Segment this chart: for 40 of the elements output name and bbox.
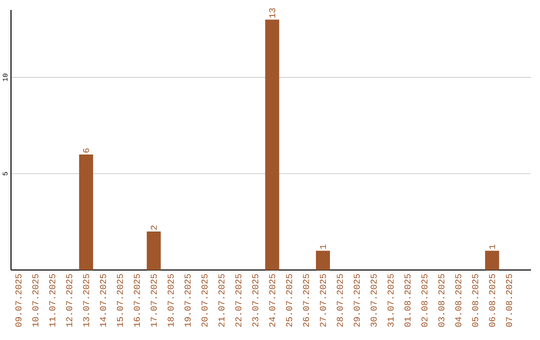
x-tick-label: 10.07.2025 [32, 274, 38, 327]
x-tick-label: 14.07.2025 [100, 274, 106, 327]
x-tick-label: 25.07.2025 [286, 274, 292, 327]
x-tick-label: 11.07.2025 [49, 274, 56, 327]
x-tick-label: 21.07.2025 [218, 274, 224, 327]
x-tick-label: 26.07.2025 [302, 274, 310, 327]
x-tick-label: 09.07.2025 [15, 274, 22, 327]
data-label: 6 [83, 148, 90, 153]
x-tick-label: 02.08.2025 [421, 274, 428, 327]
x-tick-label: 29.07.2025 [354, 274, 360, 327]
x-tick-label: 15.07.2025 [116, 274, 123, 327]
bar [79, 154, 94, 270]
x-tick-label: 01.08.2025 [404, 274, 411, 327]
bar [316, 250, 330, 270]
x-tick-label: 04.08.2025 [455, 274, 462, 327]
x-tick-label: 17.07.2025 [150, 274, 157, 327]
x-tick-label: 12.07.2025 [66, 274, 72, 327]
bar [146, 231, 161, 270]
x-tick-label: 06.08.2025 [489, 274, 496, 327]
bar [485, 250, 500, 270]
x-tick-label: 22.07.2025 [235, 274, 242, 327]
x-tick-label: 30.07.2025 [370, 274, 377, 327]
data-label: 1 [489, 244, 496, 249]
x-tick-label: 31.07.2025 [388, 274, 394, 327]
data-label: 13 [269, 8, 276, 18]
x-tick-label: 28.07.2025 [336, 274, 343, 327]
x-tick-label: 16.07.2025 [134, 274, 140, 327]
x-tick-label: 19.07.2025 [184, 274, 191, 327]
x-tick-label: 13.07.2025 [83, 274, 90, 327]
data-label: 2 [150, 226, 157, 230]
x-tick-label: 07.08.2025 [506, 274, 512, 327]
x-tick-label: 18.07.2025 [168, 274, 174, 327]
x-tick-label: 27.07.2025 [320, 274, 326, 327]
x-tick-label: 05.08.2025 [472, 274, 478, 327]
bar [265, 20, 280, 270]
x-tick-label: 24.07.2025 [269, 274, 276, 327]
x-tick-label: 23.07.2025 [252, 274, 258, 327]
data-label: 1 [320, 244, 326, 249]
x-tick-label: 20.07.2025 [201, 274, 208, 327]
x-tick-label: 03.08.2025 [438, 274, 444, 327]
